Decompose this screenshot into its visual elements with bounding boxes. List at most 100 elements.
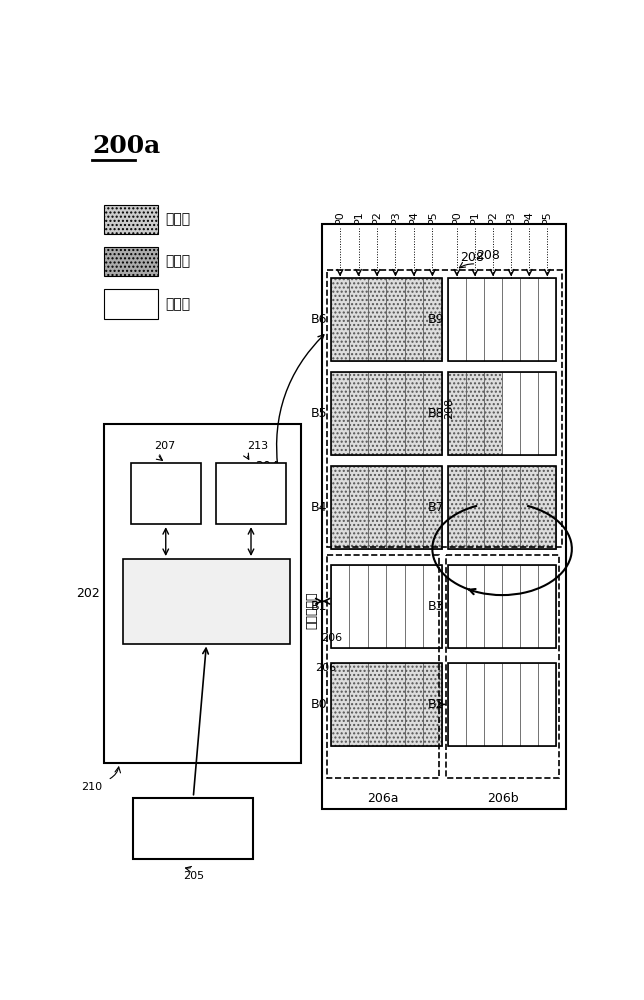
Text: B7: B7: [428, 501, 444, 514]
Bar: [484, 372, 502, 455]
Bar: [484, 663, 502, 746]
Bar: [448, 663, 556, 746]
Bar: [423, 278, 442, 361]
Text: 206b: 206b: [487, 792, 518, 805]
Bar: [327, 270, 562, 547]
Bar: [386, 372, 404, 455]
Bar: [322, 224, 567, 809]
Bar: [538, 663, 556, 746]
Text: 缓冲器: 缓冲器: [155, 487, 177, 500]
Bar: [404, 565, 423, 648]
Bar: [331, 278, 349, 361]
Bar: [423, 565, 442, 648]
Text: 微处理单元: 微处理单元: [185, 594, 227, 608]
Bar: [466, 663, 484, 746]
Bar: [404, 663, 423, 746]
Bar: [466, 466, 484, 549]
Text: B9: B9: [428, 313, 444, 326]
Bar: [520, 565, 538, 648]
Text: P0: P0: [452, 210, 462, 224]
Text: 内存: 内存: [243, 487, 258, 500]
Text: B5: B5: [310, 407, 327, 420]
Bar: [104, 424, 301, 763]
Text: 213: 213: [247, 441, 269, 451]
Bar: [404, 466, 423, 549]
Bar: [502, 466, 520, 549]
Text: 有效页: 有效页: [166, 255, 191, 269]
Bar: [448, 372, 466, 455]
Bar: [349, 663, 368, 746]
Text: B3: B3: [428, 600, 444, 613]
Text: B8: B8: [428, 407, 444, 420]
Text: 207: 207: [154, 441, 175, 451]
Bar: [466, 278, 484, 361]
Bar: [368, 278, 386, 361]
Bar: [448, 466, 466, 549]
Bar: [104, 247, 158, 276]
Text: P5: P5: [428, 210, 437, 224]
Text: 210: 210: [82, 782, 102, 792]
Bar: [368, 565, 386, 648]
Text: 闪存控制器: 闪存控制器: [305, 592, 318, 629]
Text: 无效页: 无效页: [166, 212, 191, 226]
Bar: [538, 466, 556, 549]
Bar: [216, 463, 286, 524]
Bar: [502, 663, 520, 746]
Bar: [538, 278, 556, 361]
Text: P5: P5: [542, 210, 553, 224]
Text: B4: B4: [310, 501, 327, 514]
Bar: [448, 466, 556, 549]
Bar: [104, 205, 158, 234]
Bar: [466, 565, 484, 648]
Bar: [448, 565, 466, 648]
Bar: [484, 278, 502, 361]
Bar: [386, 466, 404, 549]
Text: 200a: 200a: [92, 134, 160, 158]
Text: 储存装置: 储存装置: [176, 821, 210, 835]
Bar: [386, 663, 404, 746]
Bar: [386, 278, 404, 361]
Text: P1: P1: [470, 210, 480, 224]
Bar: [331, 663, 442, 746]
Text: 202: 202: [76, 587, 100, 600]
Bar: [404, 372, 423, 455]
Bar: [386, 565, 404, 648]
Text: B1: B1: [310, 600, 327, 613]
Bar: [349, 372, 368, 455]
Bar: [538, 372, 556, 455]
Text: P1: P1: [354, 210, 363, 224]
Bar: [448, 372, 556, 455]
Bar: [331, 663, 349, 746]
Text: P4: P4: [409, 210, 419, 224]
Bar: [484, 466, 502, 549]
Text: B0: B0: [310, 698, 327, 711]
Bar: [502, 372, 520, 455]
Bar: [520, 466, 538, 549]
Bar: [423, 372, 442, 455]
Text: 206a: 206a: [367, 792, 399, 805]
Text: B6: B6: [310, 313, 327, 326]
Bar: [448, 565, 556, 648]
Text: 208: 208: [444, 398, 455, 419]
Bar: [327, 555, 439, 778]
Bar: [331, 278, 442, 361]
Bar: [448, 278, 466, 361]
Text: 205: 205: [183, 871, 204, 881]
Text: P2: P2: [372, 210, 382, 224]
Bar: [448, 278, 556, 361]
Bar: [331, 466, 442, 549]
Bar: [502, 565, 520, 648]
Bar: [520, 372, 538, 455]
Bar: [466, 372, 484, 455]
Bar: [368, 466, 386, 549]
Bar: [448, 663, 466, 746]
Text: P4: P4: [524, 210, 535, 224]
Bar: [349, 466, 368, 549]
Text: P0: P0: [335, 210, 345, 224]
Bar: [484, 565, 502, 648]
Bar: [349, 565, 368, 648]
Text: P3: P3: [506, 210, 516, 224]
Bar: [349, 278, 368, 361]
Text: 204: 204: [254, 460, 278, 473]
Text: 206: 206: [321, 633, 342, 643]
